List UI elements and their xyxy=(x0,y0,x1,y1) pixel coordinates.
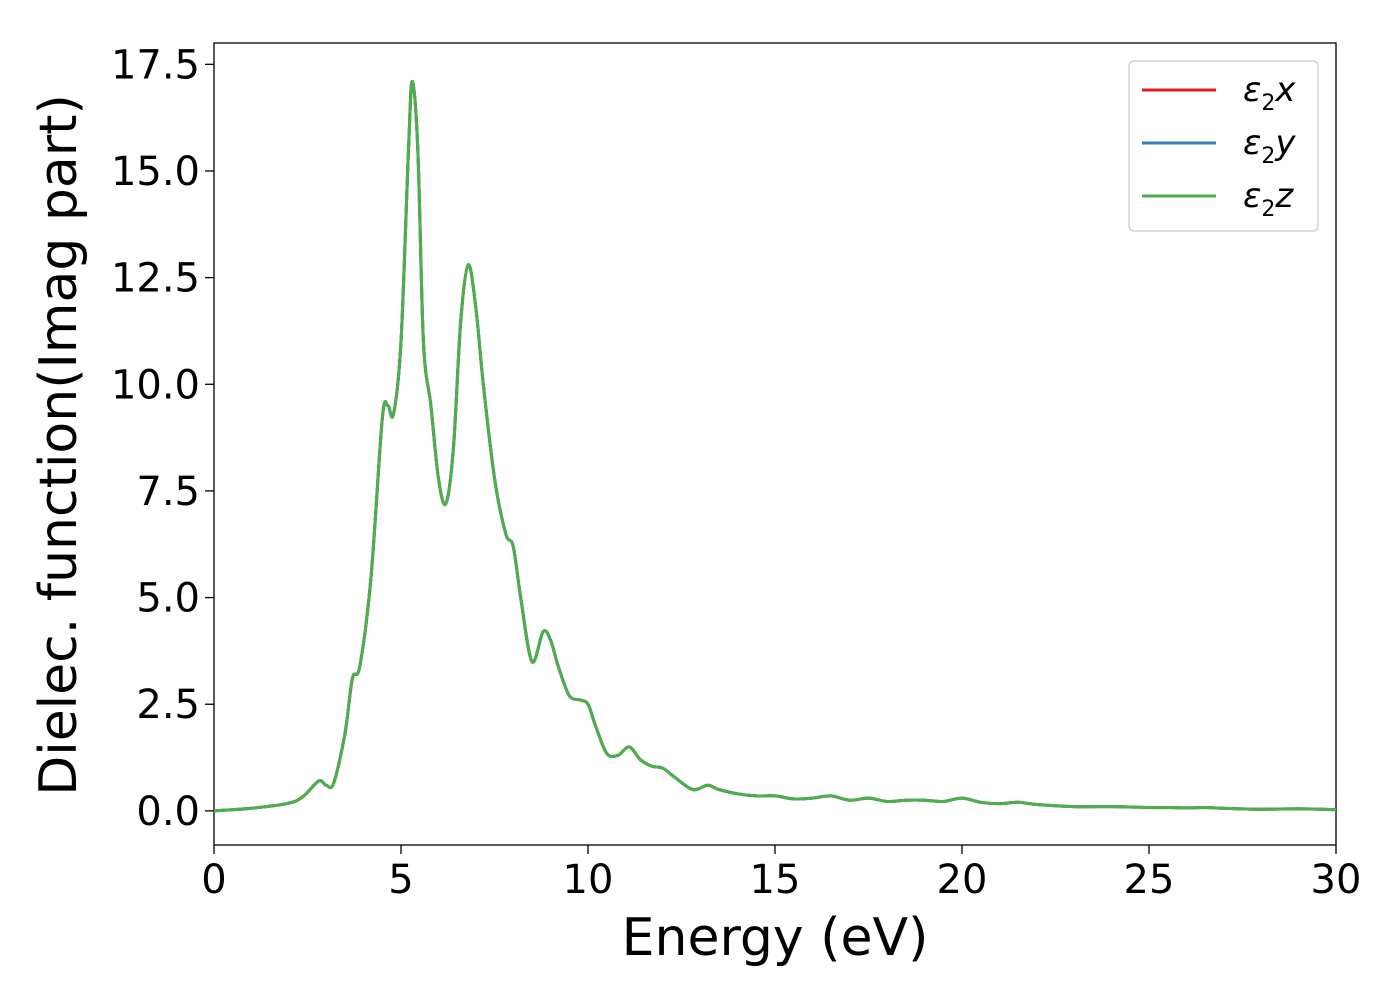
y-axis-label: Dielec. function(Imag part) xyxy=(29,94,89,796)
legend-box xyxy=(1128,60,1319,232)
x-axis-label: Energy (eV) xyxy=(622,908,929,968)
x-tick-label: 30 xyxy=(1311,857,1362,903)
y-tick-label: 15.0 xyxy=(111,149,200,195)
x-tick-label: 5 xyxy=(388,857,413,903)
y-tick-label: 7.5 xyxy=(136,469,200,515)
y-tick-label: 5.0 xyxy=(136,576,200,622)
x-axis-ticks: 0 5 10 15 20 25 30 xyxy=(201,845,1361,903)
legend-label-y: ε2y xyxy=(1243,123,1296,169)
y-axis-ticks: 0.0 2.5 5.0 7.5 10.0 12.5 15.0 17.5 xyxy=(111,42,214,835)
x-tick-label: 10 xyxy=(563,857,614,903)
y-tick-label: 10.0 xyxy=(111,362,200,408)
legend-label-x: ε2x xyxy=(1243,70,1296,116)
series-line-z xyxy=(213,79,1337,813)
legend-label-z: ε2z xyxy=(1243,176,1294,222)
y-tick-label: 17.5 xyxy=(111,42,200,88)
y-tick-label: 12.5 xyxy=(111,256,200,302)
y-tick-label: 0.0 xyxy=(136,789,200,835)
legend: ε2x ε2y ε2z xyxy=(1128,60,1319,232)
y-tick-label: 2.5 xyxy=(136,682,200,728)
x-tick-label: 20 xyxy=(937,857,988,903)
x-tick-label: 0 xyxy=(201,857,226,903)
x-tick-label: 15 xyxy=(750,857,801,903)
x-tick-label: 25 xyxy=(1124,857,1175,903)
